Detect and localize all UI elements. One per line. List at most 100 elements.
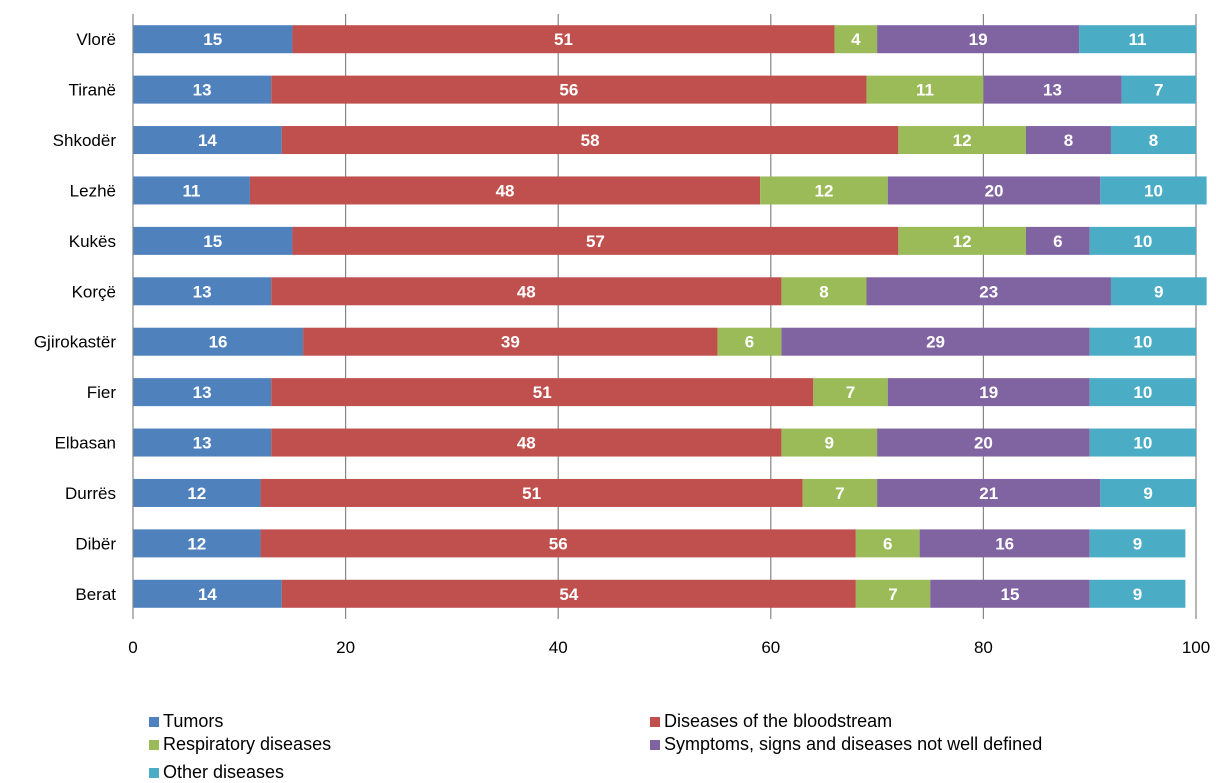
bar-segment <box>1110 277 1207 306</box>
bar-segment <box>1025 126 1111 155</box>
data-label: 15 <box>203 30 222 49</box>
bar-segment <box>717 327 782 356</box>
gridlines <box>345 14 1197 619</box>
data-label: 14 <box>198 585 217 604</box>
bar-segment <box>1025 226 1090 255</box>
x-tick-labels: 0 20 40 60 80 100 <box>128 638 1210 657</box>
bar-segment <box>271 75 867 104</box>
data-label: 8 <box>1064 131 1073 150</box>
data-label: 12 <box>187 484 206 503</box>
bar-segment <box>781 428 878 457</box>
bar-segment <box>1079 25 1196 54</box>
bar-segment <box>802 478 878 507</box>
bar-segment <box>133 126 282 155</box>
data-label: 11 <box>916 81 934 100</box>
data-label: 56 <box>559 81 578 100</box>
data-label: 20 <box>985 181 1004 200</box>
data-label: 15 <box>203 232 222 251</box>
bar-segment <box>855 579 931 608</box>
data-label: 11 <box>182 181 200 200</box>
bar-segment <box>834 25 878 54</box>
bar-segment <box>1100 176 1207 205</box>
data-label: 8 <box>1149 131 1158 150</box>
bar-segment <box>133 226 293 255</box>
data-label: 12 <box>953 131 972 150</box>
data-label: 9 <box>825 434 834 453</box>
bar-segment <box>877 25 1080 54</box>
bar-segment <box>866 75 984 104</box>
bar-segment <box>260 478 803 507</box>
category-label: Berat <box>75 585 116 604</box>
bar-segment <box>1100 478 1196 507</box>
bar-segment <box>303 327 718 356</box>
bar-segment <box>133 478 261 507</box>
data-label: 12 <box>814 181 833 200</box>
bar-segment <box>271 378 814 407</box>
data-label: 21 <box>979 484 998 503</box>
x-tick-label: 40 <box>549 638 568 657</box>
bar-segments <box>133 25 1207 608</box>
category-label: Shkodër <box>53 131 117 150</box>
data-label: 16 <box>209 333 228 352</box>
bar-segment <box>133 579 282 608</box>
data-label: 12 <box>187 534 206 553</box>
data-label: 15 <box>1001 585 1020 604</box>
data-label: 10 <box>1133 333 1152 352</box>
bar-segment <box>133 277 272 306</box>
data-label: 57 <box>586 232 605 251</box>
category-label: Dibër <box>75 534 116 553</box>
data-label: 51 <box>522 484 541 503</box>
data-label: 8 <box>819 282 828 301</box>
bar-segment <box>1110 126 1196 155</box>
data-label: 58 <box>581 131 600 150</box>
data-label: 10 <box>1133 383 1152 402</box>
bar-segment <box>281 579 856 608</box>
bar-segment <box>866 277 1111 306</box>
bar-segment <box>260 529 856 558</box>
bar-segment <box>983 75 1122 104</box>
data-label: 29 <box>926 333 945 352</box>
category-label: Fier <box>87 383 117 402</box>
data-label: 23 <box>979 282 998 301</box>
data-label: 9 <box>1154 282 1163 301</box>
bar-segment <box>760 176 888 205</box>
data-label: 48 <box>517 434 536 453</box>
data-label: 51 <box>554 30 573 49</box>
bar-segment <box>887 176 1101 205</box>
bar-segment <box>930 579 1090 608</box>
data-label: 6 <box>883 534 892 553</box>
data-label: 11 <box>1129 30 1147 49</box>
x-tick-label: 0 <box>128 638 137 657</box>
data-label: 13 <box>193 81 212 100</box>
data-label: 13 <box>193 282 212 301</box>
data-label: 10 <box>1133 232 1152 251</box>
bar-segment <box>249 176 761 205</box>
bar-segment <box>1121 75 1196 104</box>
data-label: 19 <box>979 383 998 402</box>
bar-value-labels: 15 51 4 19 11 13 56 11 13 7 14 58 12 8 8 11 48 12 20 10 15 57… <box>182 30 1163 604</box>
bar-segment <box>133 176 250 205</box>
category-label: Korçë <box>72 282 116 301</box>
bar-segment <box>877 478 1101 507</box>
bar-segment <box>1089 226 1196 255</box>
category-labels: Vlorë Tiranë Shkodër Lezhë Kukës Korçë Gjiroka… <box>34 30 117 604</box>
bar-segment <box>1089 428 1196 457</box>
bar-segment <box>133 75 272 104</box>
bar-segment <box>887 378 1090 407</box>
data-label: 9 <box>1133 585 1142 604</box>
bar-segment <box>133 378 272 407</box>
bar-segment <box>271 428 782 457</box>
category-label: Tiranë <box>68 81 116 100</box>
data-label: 16 <box>995 534 1014 553</box>
bar-segment <box>281 126 899 155</box>
bar-segment <box>133 529 261 558</box>
x-tick-label: 60 <box>761 638 780 657</box>
data-label: 14 <box>198 131 217 150</box>
category-label: Kukës <box>69 232 116 251</box>
category-label: Elbasan <box>55 434 116 453</box>
data-label: 13 <box>193 383 212 402</box>
bar-segment <box>271 277 782 306</box>
data-label: 13 <box>1043 81 1062 100</box>
data-label: 6 <box>1053 232 1062 251</box>
data-label: 7 <box>1154 81 1163 100</box>
